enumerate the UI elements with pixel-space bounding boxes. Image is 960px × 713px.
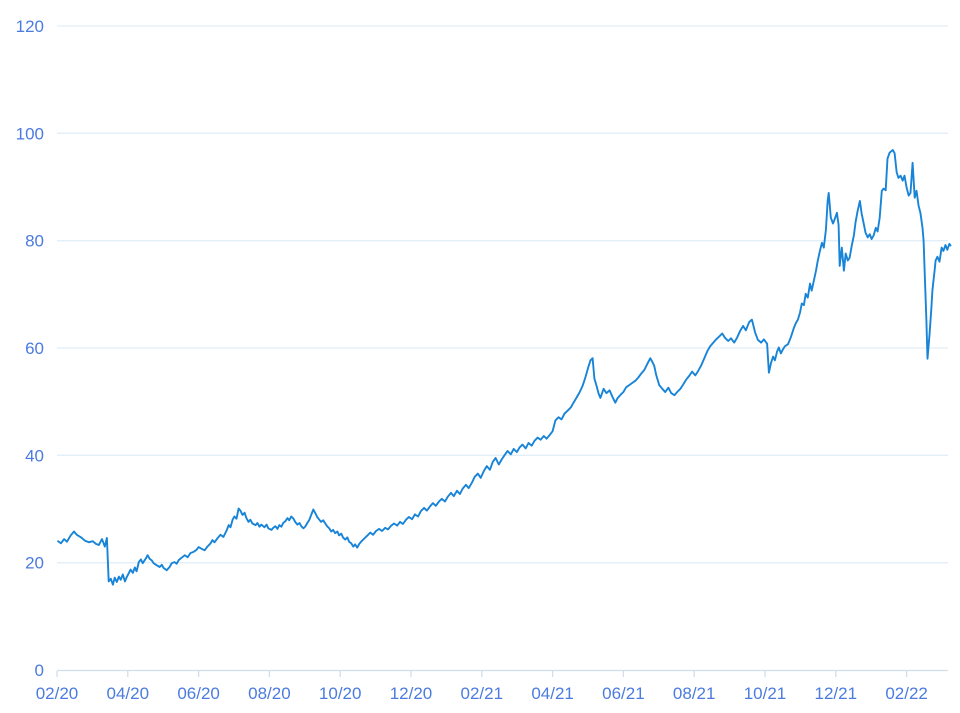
y-axis-label: 80 <box>25 232 44 251</box>
x-axis-label: 08/21 <box>673 684 716 703</box>
x-axis-label: 10/21 <box>744 684 787 703</box>
x-axis-label: 02/20 <box>36 684 79 703</box>
x-axis-label: 02/22 <box>885 684 928 703</box>
y-axis-label: 120 <box>16 17 44 36</box>
y-axis-label: 60 <box>25 339 44 358</box>
y-axis-label: 40 <box>25 446 44 465</box>
x-axis-label: 06/20 <box>177 684 220 703</box>
price-line-series <box>57 149 952 586</box>
x-axis-label: 04/21 <box>531 684 574 703</box>
x-axis-label: 12/20 <box>390 684 433 703</box>
x-axis-label: 02/21 <box>461 684 504 703</box>
x-axis-label: 10/20 <box>319 684 362 703</box>
x-axis-label: 08/20 <box>248 684 291 703</box>
y-axis-label: 0 <box>35 661 44 680</box>
y-axis-label: 100 <box>16 124 44 143</box>
x-axis-label: 04/20 <box>107 684 150 703</box>
x-axis-label: 06/21 <box>602 684 645 703</box>
y-axis-label: 20 <box>25 554 44 573</box>
x-axis-label: 12/21 <box>815 684 858 703</box>
